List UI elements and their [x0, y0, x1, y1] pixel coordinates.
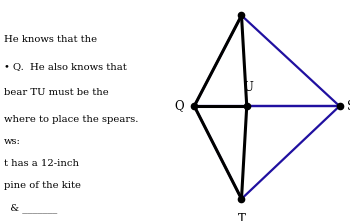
Text: pine of the kite: pine of the kite [4, 181, 80, 190]
Text: He knows that the: He knows that the [4, 35, 97, 44]
Text: where to place the spears.: where to place the spears. [4, 115, 138, 124]
Text: ws:: ws: [4, 137, 20, 146]
Text: T: T [238, 213, 245, 221]
Text: & _______: & _______ [4, 203, 57, 213]
Text: t has a 12-inch: t has a 12-inch [4, 159, 78, 168]
Text: U: U [244, 81, 253, 94]
Text: Q: Q [174, 100, 184, 112]
Text: bear TU must be the: bear TU must be the [4, 88, 108, 97]
Text: R: R [237, 0, 246, 3]
Text: • Q.  He also knows that: • Q. He also knows that [4, 62, 126, 71]
Text: S: S [347, 100, 350, 112]
